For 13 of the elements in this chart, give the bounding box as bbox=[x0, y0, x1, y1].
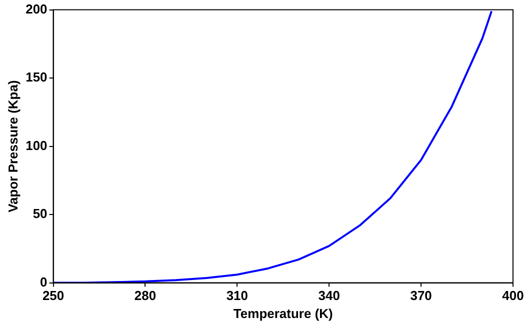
x-tick-label: 400 bbox=[502, 288, 524, 304]
y-tick-label: 200 bbox=[26, 1, 48, 16]
y-tick-label: 50 bbox=[32, 206, 48, 222]
x-tick-label: 370 bbox=[410, 288, 432, 304]
x-tick-label: 250 bbox=[42, 288, 64, 304]
y-tick-label: 100 bbox=[26, 138, 48, 153]
y-axis-title: Vapor Pressure (Kpa) bbox=[5, 80, 20, 212]
x-tick-label: 310 bbox=[226, 288, 248, 304]
x-tick-label: 280 bbox=[134, 288, 156, 304]
y-tick-label: 150 bbox=[26, 70, 48, 85]
x-axis-title: Temperature (K) bbox=[233, 306, 333, 321]
x-tick-label: 340 bbox=[318, 288, 340, 304]
y-tick-label: 0 bbox=[40, 274, 48, 290]
